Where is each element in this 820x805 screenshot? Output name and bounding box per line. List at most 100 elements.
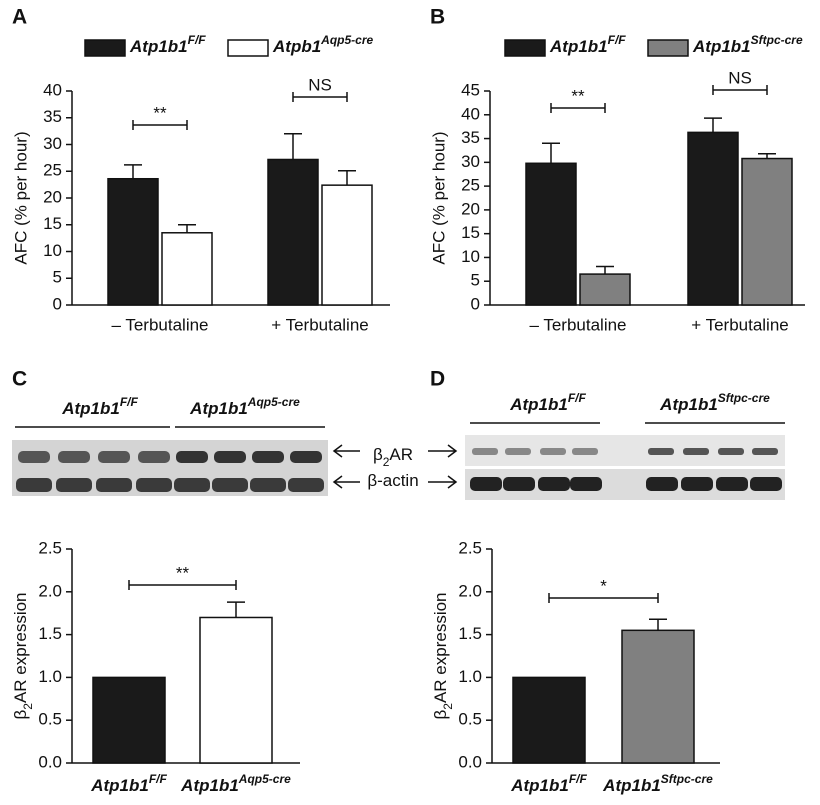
blot-band <box>214 451 246 463</box>
x-tick-label: Atp1b1F/F <box>90 772 167 795</box>
bar <box>687 131 739 306</box>
x-tick-label-part: Atp1b1 <box>180 776 239 795</box>
y-tick-label: 1.0 <box>458 667 482 686</box>
y-tick-label: 0 <box>471 294 480 313</box>
x-tick-label-part: Atp1b1 <box>510 776 569 795</box>
blot-band <box>750 477 782 491</box>
y-tick-label: 15 <box>43 214 62 233</box>
legend-label-part: Sftpc-cre <box>751 33 803 47</box>
y-tick-label: 0.5 <box>458 710 482 729</box>
bar <box>579 273 631 306</box>
blot-band <box>252 451 284 463</box>
blot-band <box>540 448 566 455</box>
blot-band <box>98 451 130 463</box>
y-tick-label: 35 <box>43 107 62 126</box>
x-tick-label-part: Atp1b1 <box>602 776 661 795</box>
y-tick-label: 15 <box>461 223 480 242</box>
blot-group-label: Atp1b1Aqp5-cre <box>189 395 300 418</box>
x-tick-label-part: F/F <box>149 772 168 786</box>
error-bar <box>338 169 356 186</box>
y-axis-label-part: AR expression <box>431 592 450 703</box>
blot-band <box>472 448 498 455</box>
arrow <box>332 475 360 489</box>
legend-swatch <box>84 39 126 57</box>
blot-group-label: Atp1b1F/F <box>61 395 138 418</box>
blot-band <box>681 477 713 491</box>
x-tick-label: – Terbutaline <box>111 315 208 334</box>
error-bar <box>227 601 245 618</box>
y-axis-label: β2AR expression <box>431 592 455 719</box>
significance-bracket <box>128 580 237 590</box>
error-bar <box>124 164 142 179</box>
blot-band <box>538 477 570 491</box>
x-tick-label: – Terbutaline <box>529 315 626 334</box>
band-label-part: β <box>373 445 383 464</box>
x-tick-label: + Terbutaline <box>691 315 789 334</box>
y-tick-label: 20 <box>461 199 480 218</box>
y-tick-label: 0.5 <box>38 710 62 729</box>
arrow <box>428 444 458 458</box>
blot-band <box>470 477 502 491</box>
legend-swatch <box>504 39 546 57</box>
bar <box>267 158 319 306</box>
y-axis-label: AFC (% per hour) <box>11 131 30 264</box>
blot-group-label-part: Atp1b1 <box>61 399 120 418</box>
y-tick-label: 25 <box>43 161 62 180</box>
panel-label: D <box>430 368 445 391</box>
error-bar <box>284 133 302 160</box>
y-tick-label: 2.5 <box>458 538 482 557</box>
y-tick-label: 35 <box>461 128 480 147</box>
significance-bracket <box>292 92 348 102</box>
blot-band <box>570 477 602 491</box>
blot-band <box>58 451 90 463</box>
y-tick-label: 1.5 <box>458 624 482 643</box>
bar <box>741 157 793 306</box>
band-label: β-actin <box>367 471 418 490</box>
legend-label-part: Atp1b1 <box>549 37 608 56</box>
blot-band <box>718 448 744 455</box>
blot-group-label-part: Atp1b1 <box>189 399 248 418</box>
y-tick-label: 20 <box>43 187 62 206</box>
y-tick-label: 10 <box>43 241 62 260</box>
blot-band <box>96 478 132 492</box>
error-bar <box>542 142 560 164</box>
blot-band <box>16 478 52 492</box>
x-tick-label: Atp1b1Aqp5-cre <box>180 772 291 795</box>
legend-label-part: Atp1b1 <box>692 37 751 56</box>
significance-label: NS <box>308 75 332 94</box>
blot-group-label-part: Atp1b1 <box>659 395 718 414</box>
y-axis-label-part: 2 <box>441 703 455 710</box>
legend-swatch <box>647 39 689 57</box>
significance-label: ** <box>153 103 167 122</box>
blot-group-label: Atp1b1Sftpc-cre <box>659 391 770 414</box>
panel-label: A <box>12 6 27 29</box>
significance-bracket <box>132 120 188 130</box>
blot-band <box>18 451 50 463</box>
bar <box>161 232 213 306</box>
blot-band <box>174 478 210 492</box>
blot-band <box>646 477 678 491</box>
legend-label-part: Aqp5-cre <box>320 33 373 47</box>
y-axis-label-part: β <box>431 710 450 720</box>
blot-band <box>648 448 674 455</box>
band-label-part: 2 <box>383 455 390 469</box>
x-tick-label-part: Aqp5-cre <box>238 772 291 786</box>
legend-label-part: F/F <box>188 33 207 47</box>
y-tick-label: 40 <box>461 104 480 123</box>
blot-band <box>56 478 92 492</box>
y-tick-label: 0.0 <box>458 752 482 771</box>
blot-band <box>212 478 248 492</box>
error-bar <box>178 224 196 233</box>
blot-band <box>505 448 531 455</box>
band-label: β2AR <box>373 445 413 469</box>
arrow <box>332 444 360 458</box>
x-tick-label: + Terbutaline <box>271 315 369 334</box>
y-tick-label: 1.5 <box>38 624 62 643</box>
bar <box>321 184 373 306</box>
x-tick-label-part: Sftpc-cre <box>661 772 713 786</box>
y-axis-label-part: 2 <box>21 703 35 710</box>
error-bar <box>704 117 722 133</box>
panel-label: C <box>12 368 27 391</box>
y-tick-label: 10 <box>461 247 480 266</box>
